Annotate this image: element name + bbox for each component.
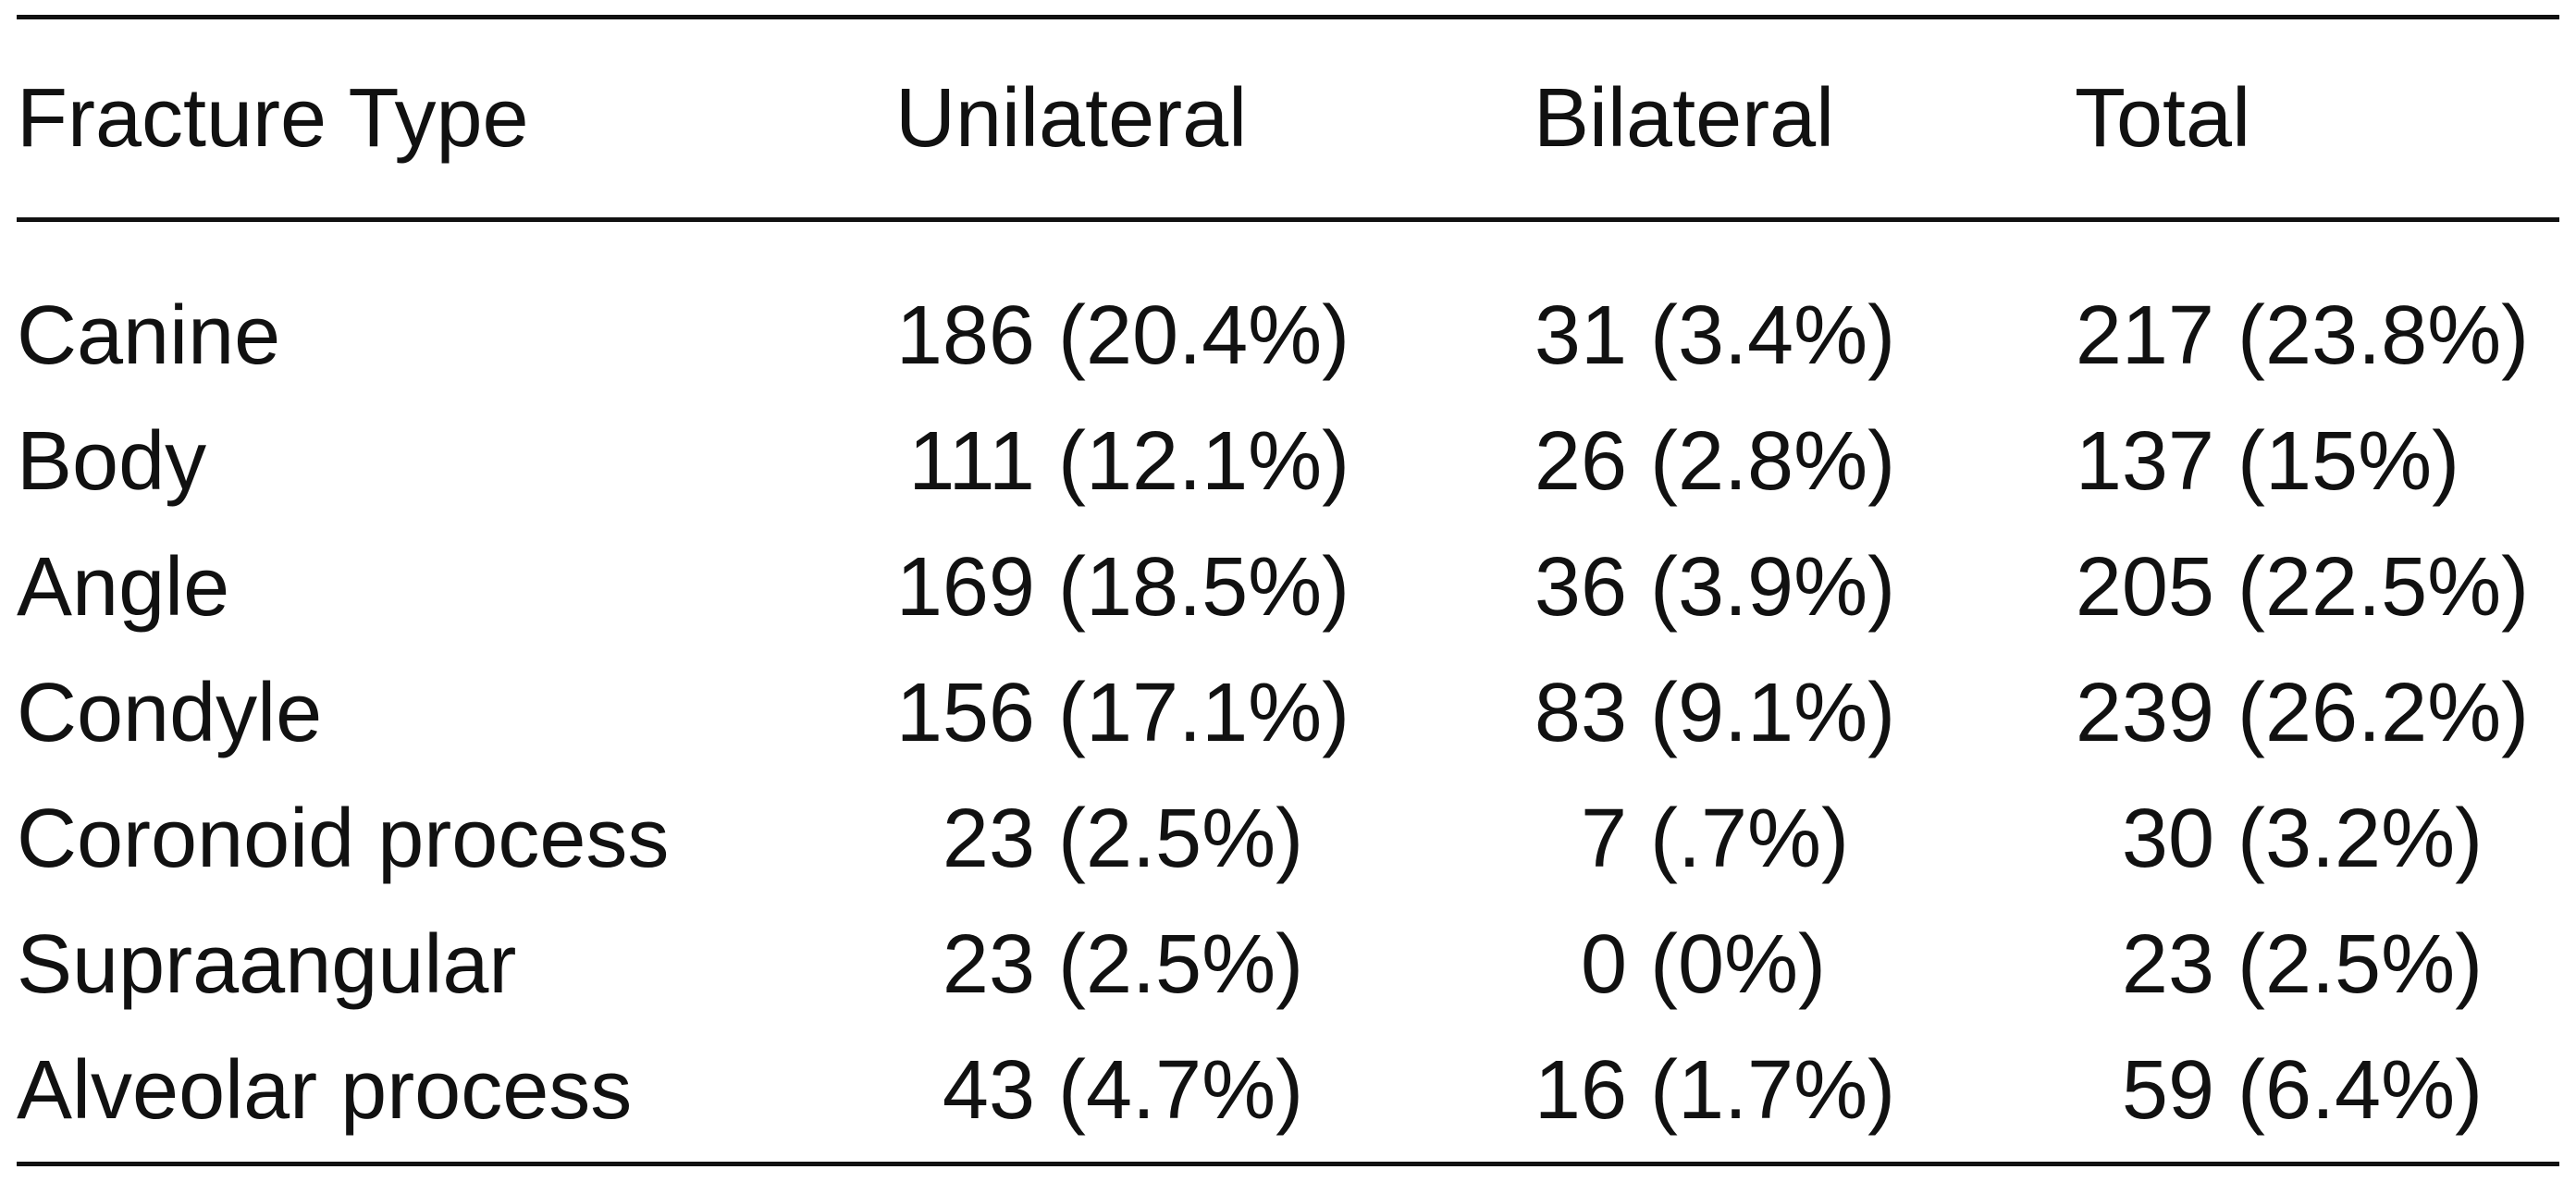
- count-value: 23: [942, 793, 1035, 885]
- cell-bilateral: 16 (1.7%): [1534, 1028, 2075, 1153]
- header-bilateral: Bilateral: [1534, 72, 1835, 165]
- percent-value: (2.5%): [2214, 918, 2484, 1011]
- count-value: 30: [2121, 793, 2214, 885]
- percent-value: (6.4%): [2214, 1044, 2484, 1137]
- count-value: 16: [1534, 1044, 1627, 1137]
- cell-total: 137 (15%): [2075, 399, 2559, 524]
- count-value: 0: [1580, 918, 1627, 1011]
- percent-value: (0%): [1627, 918, 1827, 1011]
- cell-bilateral: 31 (3.4%): [1534, 217, 2075, 399]
- percent-value: (26.2%): [2214, 667, 2530, 759]
- cell-total: 205 (22.5%): [2075, 524, 2559, 650]
- count-value: 36: [1534, 541, 1627, 634]
- percent-value: (1.7%): [1627, 1044, 1896, 1137]
- cell-bilateral: 36 (3.9%): [1534, 524, 2075, 650]
- table-row: Alveolar process 43 (4.7%) 16 (1.7%) 59 (6.…: [17, 1028, 2559, 1153]
- percent-value: (15%): [2214, 415, 2460, 508]
- count-value: 26: [1534, 415, 1627, 508]
- cell-total: 30 (3.2%): [2075, 776, 2559, 902]
- count-value: 156: [895, 667, 1035, 759]
- percent-value: (3.2%): [2214, 793, 2484, 885]
- count-value: 137: [2075, 415, 2214, 508]
- percent-value: (12.1%): [1035, 415, 1350, 508]
- count-value: 23: [942, 918, 1035, 1011]
- count-value: 111: [908, 415, 1035, 508]
- cell-fracture-type: Alveolar process: [17, 1044, 633, 1137]
- table-header-rule: [17, 217, 2559, 222]
- header-unilateral: Unilateral: [895, 72, 1248, 165]
- table-header-row: Fracture Type Unilateral Bilateral Total: [17, 19, 2559, 217]
- cell-total: 239 (26.2%): [2075, 650, 2559, 776]
- table-bottom-rule: [17, 1162, 2559, 1166]
- count-value: 169: [895, 541, 1035, 634]
- table-row: Coronoid process 23 (2.5%) 7 (.7%) 30 (3.2%…: [17, 776, 2559, 902]
- percent-value: (17.1%): [1035, 667, 1350, 759]
- cell-fracture-type: Body: [17, 415, 207, 508]
- cell-fracture-type: Coronoid process: [17, 793, 670, 885]
- count-value: 7: [1580, 793, 1627, 885]
- percent-value: (3.4%): [1627, 289, 1896, 382]
- count-value: 59: [2121, 1044, 2214, 1137]
- count-value: 83: [1534, 667, 1627, 759]
- cell-fracture-type: Angle: [17, 541, 230, 634]
- cell-fracture-type: Condyle: [17, 667, 323, 759]
- fracture-type-table: Fracture Type Unilateral Bilateral Total…: [17, 19, 2559, 1153]
- cell-unilateral: 169 (18.5%): [895, 524, 1534, 650]
- table-row: Supraangular 23 (2.5%) 0 (0%) 23 (2.5%): [17, 902, 2559, 1028]
- count-value: 239: [2075, 667, 2214, 759]
- percent-value: (9.1%): [1627, 667, 1896, 759]
- cell-unilateral: 23 (2.5%): [895, 902, 1534, 1028]
- cell-total: 217 (23.8%): [2075, 217, 2559, 399]
- cell-unilateral: 111 (12.1%): [895, 399, 1534, 524]
- cell-unilateral: 23 (2.5%): [895, 776, 1534, 902]
- percent-value: (4.7%): [1035, 1044, 1304, 1137]
- count-value: 186: [895, 289, 1035, 382]
- percent-value: (20.4%): [1035, 289, 1350, 382]
- cell-bilateral: 7 (.7%): [1534, 776, 2075, 902]
- table-row: Condyle 156 (17.1%) 83 (9.1%) 239 (26.2%): [17, 650, 2559, 776]
- cell-fracture-type: Canine: [17, 289, 281, 382]
- percent-value: (22.5%): [2214, 541, 2530, 634]
- percent-value: (2.5%): [1035, 793, 1304, 885]
- count-value: 217: [2075, 289, 2214, 382]
- percent-value: (3.9%): [1627, 541, 1896, 634]
- count-value: 205: [2075, 541, 2214, 634]
- table-row: Body 111 (12.1%) 26 (2.8%) 137 (15%): [17, 399, 2559, 524]
- cell-fracture-type: Supraangular: [17, 918, 517, 1011]
- percent-value: (2.5%): [1035, 918, 1304, 1011]
- percent-value: (18.5%): [1035, 541, 1350, 634]
- cell-bilateral: 0 (0%): [1534, 902, 2075, 1028]
- cell-total: 23 (2.5%): [2075, 902, 2559, 1028]
- table-row: Canine 186 (20.4%) 31 (3.4%) 217 (23.8%): [17, 217, 2559, 399]
- cell-bilateral: 26 (2.8%): [1534, 399, 2075, 524]
- table-body: Canine 186 (20.4%) 31 (3.4%) 217 (23.8%) Bod…: [17, 217, 2559, 1153]
- header-fracture-type: Fracture Type: [17, 72, 529, 165]
- percent-value: (.7%): [1627, 793, 1850, 885]
- table-row: Angle 169 (18.5%) 36 (3.9%) 205 (22.5%): [17, 524, 2559, 650]
- count-value: 23: [2121, 918, 2214, 1011]
- cell-unilateral: 43 (4.7%): [895, 1028, 1534, 1153]
- cell-unilateral: 156 (17.1%): [895, 650, 1534, 776]
- table-top-rule: [17, 15, 2559, 19]
- count-value: 43: [942, 1044, 1035, 1137]
- count-value: 31: [1534, 289, 1627, 382]
- header-total: Total: [2075, 72, 2251, 165]
- cell-total: 59 (6.4%): [2075, 1028, 2559, 1153]
- percent-value: (23.8%): [2214, 289, 2530, 382]
- cell-unilateral: 186 (20.4%): [895, 217, 1534, 399]
- percent-value: (2.8%): [1627, 415, 1896, 508]
- cell-bilateral: 83 (9.1%): [1534, 650, 2075, 776]
